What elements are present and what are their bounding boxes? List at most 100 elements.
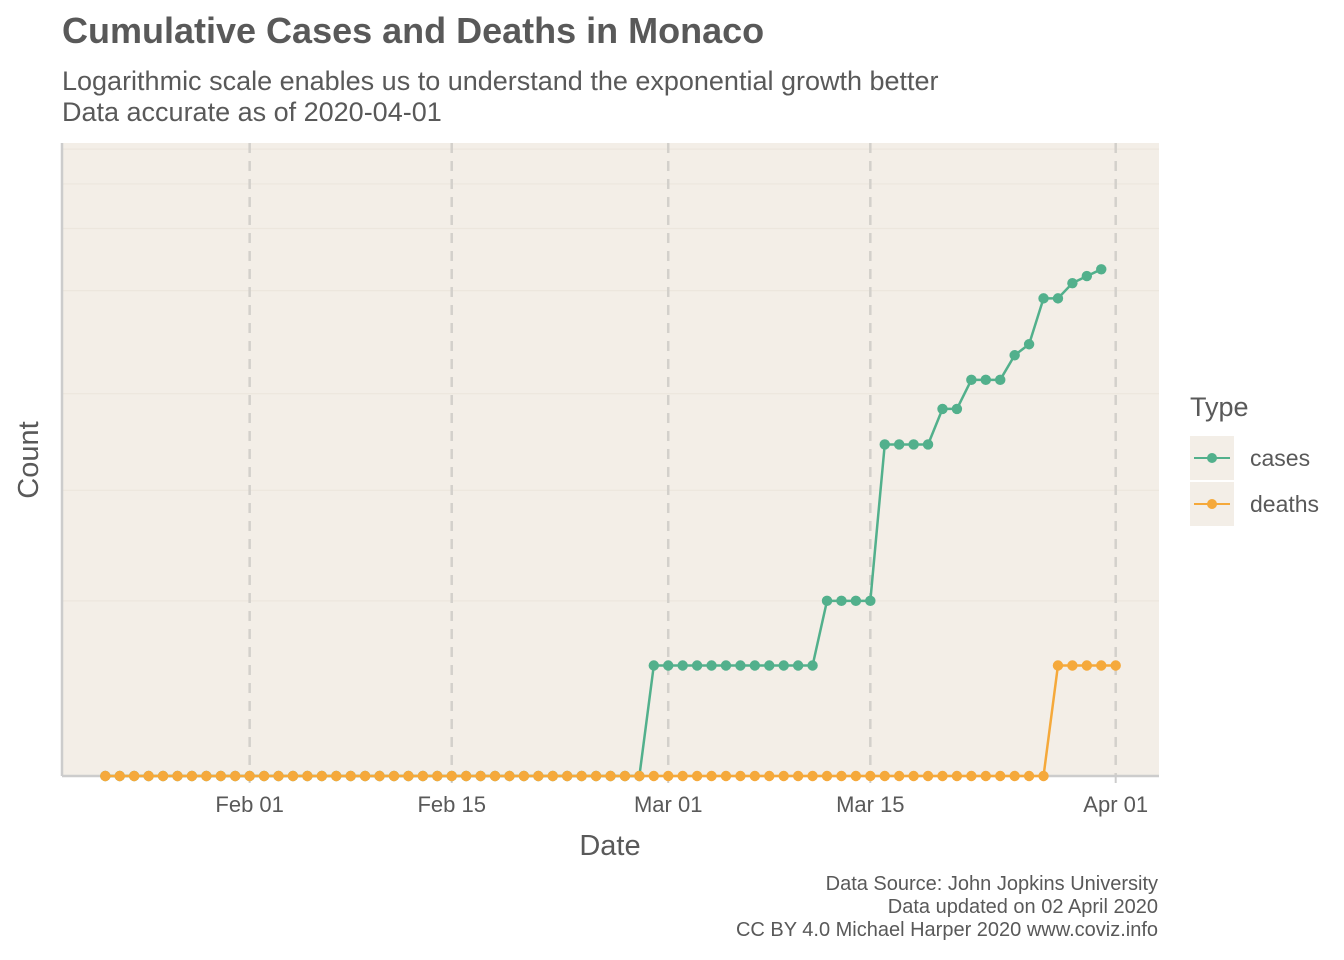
point-deaths-20 (388, 770, 400, 782)
point-deaths-45 (749, 770, 761, 782)
point-cases-68 (1081, 270, 1093, 282)
legend-key-deaths (1190, 482, 1234, 526)
y-axis-label: Count (13, 421, 45, 498)
legend-key-cases (1190, 436, 1234, 480)
point-deaths-62 (995, 770, 1006, 782)
point-deaths-19 (374, 770, 385, 782)
point-deaths-8 (215, 770, 226, 782)
legend: Type cases deaths (1190, 392, 1319, 527)
point-cases-38 (648, 660, 659, 671)
point-deaths-9 (230, 770, 241, 782)
point-deaths-24 (446, 770, 457, 782)
point-cases-42 (706, 660, 717, 671)
point-deaths-32 (562, 770, 573, 782)
point-cases-43 (720, 660, 732, 671)
point-deaths-25 (460, 770, 472, 782)
point-deaths-56 (908, 770, 919, 782)
point-deaths-31 (547, 770, 558, 782)
legend-label-deaths: deaths (1250, 490, 1320, 517)
point-cases-62 (995, 374, 1006, 386)
point-deaths-54 (879, 770, 890, 782)
point-deaths-26 (475, 770, 486, 782)
series-deaths (100, 660, 1121, 782)
point-deaths-50 (821, 770, 833, 782)
point-deaths-30 (533, 770, 544, 782)
point-deaths-5 (172, 770, 183, 782)
point-deaths-2 (128, 770, 140, 782)
point-cases-40 (677, 660, 688, 671)
point-deaths-28 (504, 770, 515, 782)
point-deaths-0 (100, 770, 111, 782)
point-deaths-40 (677, 770, 688, 782)
point-deaths-13 (287, 770, 299, 782)
point-cases-65 (1038, 293, 1049, 304)
point-deaths-53 (865, 770, 876, 782)
subtitle-line-1: Logarithmic scale enables us to understa… (62, 66, 939, 96)
point-cases-47 (778, 660, 789, 671)
point-cases-46 (764, 660, 775, 671)
point-cases-41 (691, 660, 703, 671)
caption-line-2: Data updated on 02 April 2020 (887, 896, 1158, 918)
point-deaths-22 (417, 770, 429, 782)
point-deaths-4 (157, 770, 169, 782)
point-cases-48 (792, 660, 804, 671)
chart-title: Cumulative Cases and Deaths in Monaco (62, 10, 765, 51)
point-deaths-51 (836, 770, 847, 782)
point-deaths-7 (201, 770, 212, 782)
point-deaths-37 (634, 770, 645, 782)
point-deaths-43 (720, 770, 732, 782)
point-deaths-58 (937, 770, 948, 782)
point-deaths-23 (432, 770, 443, 782)
point-deaths-18 (359, 770, 371, 782)
point-deaths-70 (1110, 660, 1121, 671)
point-deaths-41 (691, 770, 703, 782)
point-deaths-69 (1096, 660, 1107, 671)
point-deaths-57 (922, 770, 934, 782)
point-deaths-59 (951, 770, 963, 782)
point-cases-64 (1023, 339, 1035, 350)
point-deaths-36 (619, 770, 631, 782)
point-deaths-42 (706, 770, 717, 782)
legend-item-cases: cases (1190, 435, 1319, 481)
point-deaths-6 (186, 770, 198, 782)
point-deaths-27 (489, 770, 501, 782)
point-cases-52 (850, 595, 862, 607)
point-deaths-35 (605, 770, 616, 782)
x-tick-label-3: Mar 15 (836, 792, 904, 817)
point-deaths-21 (403, 770, 414, 782)
series-layer (100, 264, 1121, 782)
legend-item-deaths: deaths (1190, 481, 1319, 527)
x-tick-label-4: Apr 01 (1083, 792, 1148, 817)
point-deaths-11 (258, 770, 270, 782)
point-cases-45 (749, 660, 761, 671)
point-deaths-64 (1023, 770, 1035, 782)
point-cases-39 (663, 660, 674, 671)
point-deaths-10 (244, 770, 255, 782)
legend-label-cases: cases (1250, 444, 1311, 471)
point-cases-51 (836, 595, 847, 607)
chart-subtitle: Logarithmic scale enables us to understa… (62, 66, 939, 128)
point-deaths-66 (1052, 660, 1064, 671)
point-deaths-49 (807, 770, 818, 782)
point-deaths-61 (980, 770, 991, 782)
point-deaths-33 (576, 770, 587, 782)
caption-line-3: CC BY 4.0 Michael Harper 2020 www.coviz.… (735, 919, 1158, 941)
x-tick-label-1: Feb 15 (417, 792, 486, 817)
point-deaths-67 (1067, 660, 1078, 671)
point-deaths-34 (590, 770, 602, 782)
point-deaths-39 (663, 770, 674, 782)
point-deaths-60 (966, 770, 977, 782)
point-cases-44 (735, 660, 746, 671)
point-cases-56 (908, 439, 919, 450)
point-deaths-29 (518, 770, 530, 782)
point-deaths-16 (331, 770, 342, 782)
point-cases-60 (966, 374, 977, 386)
point-deaths-52 (850, 770, 862, 782)
x-tick-label-0: Feb 01 (215, 792, 284, 817)
legend-title: Type (1190, 392, 1249, 422)
caption-line-1: Data Source: John Jopkins University (825, 873, 1158, 895)
point-deaths-3 (143, 770, 154, 782)
point-deaths-38 (648, 770, 659, 782)
x-axis-label: Date (579, 830, 640, 862)
